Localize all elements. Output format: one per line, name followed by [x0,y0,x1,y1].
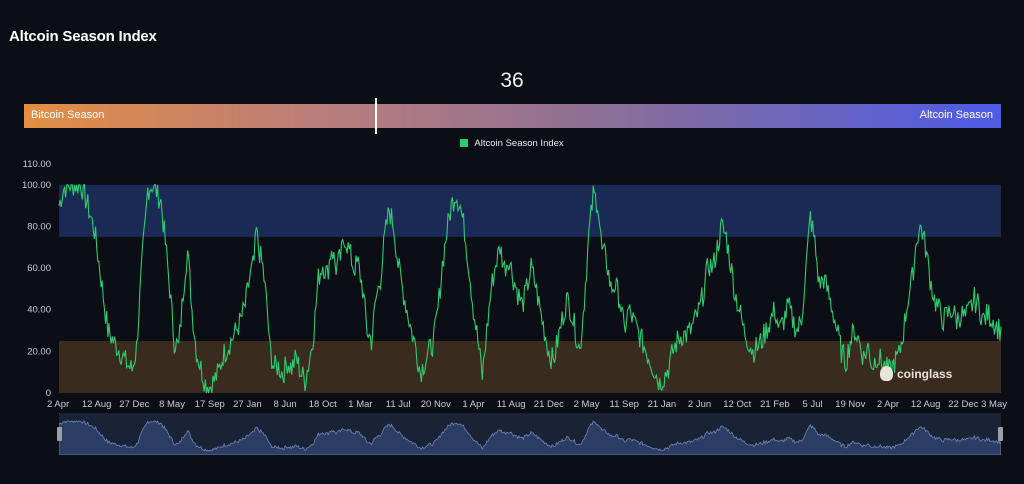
chart-legend[interactable]: Altcoin Season Index [0,138,1024,149]
x-tick-label: 17 Sep [195,399,225,410]
y-tick-label: 100.00 [22,180,51,191]
navigator-left-handle[interactable] [57,427,62,441]
x-tick-label: 8 Jun [273,399,296,410]
x-tick-label: 20 Nov [421,399,451,410]
x-tick-label: 27 Jan [233,399,262,410]
y-tick-label: 80.00 [27,221,51,232]
gauge-marker [374,98,377,134]
coinglass-watermark: coinglass [880,366,952,381]
navigator-area [59,420,1001,455]
x-tick-label: 8 May [159,399,185,410]
x-tick-label: 27 Dec [119,399,149,410]
x-tick-label: 11 Jul [386,399,411,410]
x-tick-label: 2 Jun [688,399,711,410]
y-tick-label: 110.00 [23,159,51,170]
x-tick-label: 1 Mar [348,399,372,410]
page-title: Altcoin Season Index [9,28,157,45]
x-tick-label: 1 Apr [462,399,484,410]
y-tick-label: 40.00 [27,305,51,316]
legend-label: Altcoin Season Index [474,138,564,149]
x-tick-label: 12 Oct [723,399,751,410]
x-tick-label: 11 Sep [609,399,638,410]
series-line-altcoin-season-index [58,184,1002,394]
x-tick-label: 12 Aug [911,399,941,410]
x-tick-label: 21 Dec [534,399,564,410]
x-tick-label: 21 Feb [760,399,790,410]
x-tick-label: 2 Apr [47,399,69,410]
x-tick-label: 21 Jan [648,399,677,410]
y-tick-label: 0 [46,388,51,399]
coinglass-logo-icon [880,366,893,381]
x-tick-label: 2 Apr [877,399,899,410]
navigator-right-handle[interactable] [998,427,1003,441]
legend-swatch-icon [460,139,469,147]
x-tick-label: 11 Aug [497,399,526,410]
x-tick-label: 12 Aug [82,399,112,410]
y-tick-label: 60.00 [27,263,51,274]
x-tick-label: 5 Jul [803,399,823,410]
watermark-text: coinglass [897,367,953,381]
bitcoin-season-label: Bitcoin Season [31,109,105,121]
x-tick-label: 19 Nov [835,399,865,410]
zone-altcoin [59,184,1001,237]
x-tick-label: 18 Oct [309,399,337,410]
y-tick-label: 20.00 [27,346,51,357]
current-index-value: 36 [500,69,524,92]
x-tick-label: 3 May [981,399,1007,410]
x-tick-label: 22 Dec [948,399,978,410]
altcoin-season-label: Altcoin Season [919,109,993,121]
x-tick-label: 2 May [574,399,600,410]
range-navigator[interactable] [57,413,1003,455]
navigator-series [59,420,1001,455]
season-gauge-bar: Bitcoin Season Altcoin Season [24,98,1001,134]
